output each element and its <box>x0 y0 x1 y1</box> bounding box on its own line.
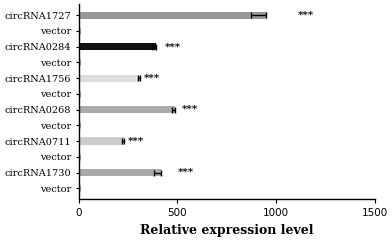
Text: ***: *** <box>178 168 194 177</box>
Bar <box>78 43 156 50</box>
Bar <box>78 74 140 82</box>
X-axis label: Relative expression level: Relative expression level <box>140 224 313 237</box>
Bar <box>78 106 175 113</box>
Bar <box>78 169 162 176</box>
Text: ***: *** <box>127 137 143 146</box>
Bar <box>78 138 124 145</box>
Text: ***: *** <box>298 11 314 20</box>
Text: ***: *** <box>164 42 181 51</box>
Text: ***: *** <box>144 74 160 83</box>
Text: ***: *** <box>182 105 198 114</box>
Bar <box>78 12 266 19</box>
